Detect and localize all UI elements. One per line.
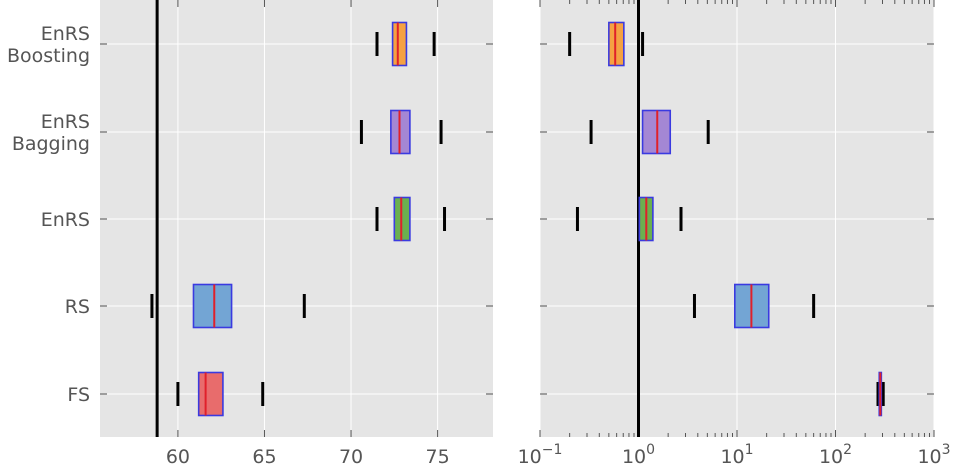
x-tick-label: 60 xyxy=(166,446,190,468)
box-enrs xyxy=(375,196,447,242)
x-tick-label-exponent: 2 xyxy=(843,442,852,458)
box-fs xyxy=(176,371,265,417)
x-tick-label: 70 xyxy=(339,446,363,468)
box-enrs-boosting xyxy=(375,21,436,67)
x-tick-label-base: 10 xyxy=(622,446,646,468)
category-label: EnRS xyxy=(41,209,90,231)
x-tick-label-exponent: 1 xyxy=(745,442,754,458)
x-tick-label: 100 xyxy=(622,442,655,468)
x-tick-label: 101 xyxy=(720,442,753,468)
category-label: Boosting xyxy=(7,45,90,67)
box-rs xyxy=(150,283,306,329)
box-enrs-bagging xyxy=(589,109,710,155)
box-iqr xyxy=(197,371,224,417)
x-tick-label-base: 10 xyxy=(518,446,542,468)
box-enrs-bagging xyxy=(359,109,443,155)
x-tick-label: 10−1 xyxy=(518,442,563,468)
category-label: Bagging xyxy=(12,133,90,155)
category-label: EnRS xyxy=(41,23,90,45)
x-tick-label-base: 10 xyxy=(819,446,843,468)
box-iqr xyxy=(192,283,233,329)
box-iqr xyxy=(391,21,408,67)
box-enrs-boosting xyxy=(568,21,645,67)
category-label: RS xyxy=(65,296,90,318)
x-tick-label: 75 xyxy=(426,446,450,468)
x-tick-label-exponent: 3 xyxy=(942,442,951,458)
x-tick-label: 65 xyxy=(252,446,276,468)
x-tick-label-base: 10 xyxy=(917,446,941,468)
box-rs xyxy=(692,283,816,329)
box-iqr xyxy=(608,21,625,67)
category-label: FS xyxy=(67,384,90,406)
x-tick-label-exponent: −1 xyxy=(542,442,563,458)
x-tick-label-base: 10 xyxy=(720,446,744,468)
x-tick-label: 103 xyxy=(917,442,950,468)
box-fs xyxy=(876,371,885,417)
x-tick-label: 102 xyxy=(819,442,852,468)
x-tick-label-exponent: 0 xyxy=(646,442,655,458)
box-enrs xyxy=(575,196,683,242)
right-panel: 10−1 100 101 102 103 xyxy=(518,0,951,468)
category-label: EnRS xyxy=(41,111,90,133)
